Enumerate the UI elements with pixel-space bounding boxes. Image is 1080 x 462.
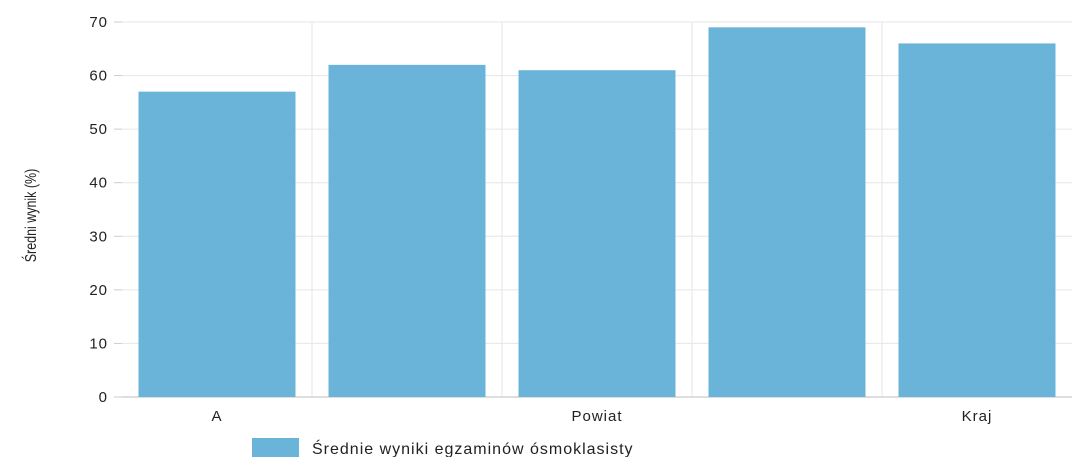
y-tick-label: 60 bbox=[89, 68, 108, 85]
bar bbox=[138, 91, 296, 398]
y-tick-label: 0 bbox=[99, 389, 108, 406]
legend-swatch bbox=[252, 438, 299, 457]
y-axis-label: Średni wynik (%) bbox=[20, 169, 40, 263]
x-tick-label: Powiat bbox=[571, 408, 622, 425]
y-tick-label: 30 bbox=[89, 228, 108, 245]
legend: Średnie wyniki egzaminów ósmoklasisty bbox=[252, 438, 634, 458]
bar bbox=[518, 70, 676, 397]
y-tick-label: 70 bbox=[89, 14, 108, 31]
bar bbox=[708, 27, 866, 397]
y-tick-label: 20 bbox=[89, 282, 108, 299]
y-tick-label: 50 bbox=[89, 121, 108, 138]
y-tick-label: 40 bbox=[89, 175, 108, 192]
x-tick-label: A bbox=[211, 408, 222, 425]
bar bbox=[898, 43, 1056, 398]
x-tick-label: Kraj bbox=[962, 408, 993, 425]
bars-layer bbox=[138, 27, 1056, 398]
bar bbox=[328, 64, 486, 397]
legend-label: Średnie wyniki egzaminów ósmoklasisty bbox=[312, 439, 634, 457]
axis-layer: 0 10 20 30 40 50 60 70 A Powiat Kraj bbox=[89, 14, 993, 425]
y-tick-label: 10 bbox=[89, 335, 108, 352]
